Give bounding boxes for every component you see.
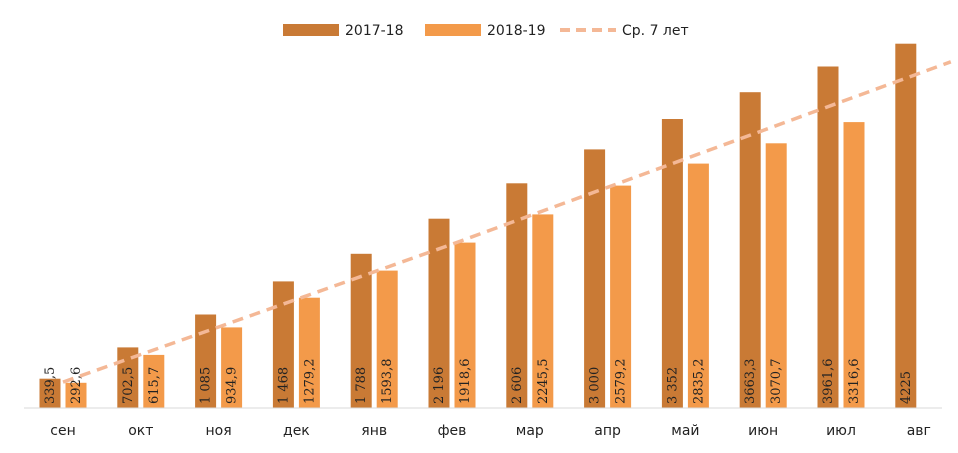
x-tick-label-10: июн: [748, 423, 778, 439]
legend-label-trend: Ср. 7 лет: [622, 23, 689, 39]
x-tick-label-11: июл: [826, 423, 856, 439]
bar-2-8: [610, 185, 632, 408]
bar-2-9: [687, 163, 709, 408]
bar-1-1: [39, 378, 61, 408]
bar-2-5: [376, 270, 398, 408]
x-tick-label-12: авг: [907, 423, 931, 439]
data-label-1-4: 1 468: [276, 367, 291, 404]
data-label-1-7: 2 606: [510, 367, 525, 404]
data-label-1-6: 2 196: [432, 367, 447, 404]
data-label-2-4: 1279,2: [302, 359, 317, 405]
bar-1-3: [195, 314, 217, 408]
legend-label-series-1: 2017-18: [345, 23, 404, 39]
data-label-1-10: 3663,3: [743, 359, 758, 405]
data-label-2-7: 2245,5: [536, 359, 551, 405]
data-label-1-3: 1 085: [199, 367, 214, 404]
bar-1-5: [350, 253, 372, 408]
data-label-2-9: 2835,2: [691, 359, 706, 405]
bar-1-6: [428, 218, 450, 408]
data-label-1-11: 3961,6: [821, 359, 836, 405]
bar-2-7: [532, 214, 554, 408]
bar-2-6: [454, 242, 476, 408]
x-tick-label-3: ноя: [206, 423, 232, 439]
data-label-2-6: 1918,6: [458, 359, 473, 405]
data-label-1-5: 1 788: [354, 367, 369, 404]
bar-1-12: [895, 43, 917, 408]
bar-1-11: [817, 66, 839, 408]
data-label-2-5: 1593,8: [380, 359, 395, 405]
bar-2-10: [765, 143, 787, 409]
legend-swatch-series-2: [425, 24, 481, 36]
data-label-1-2: 702,5: [121, 367, 136, 404]
data-label-2-2: 615,7: [147, 367, 162, 404]
bar-2-11: [843, 122, 865, 408]
data-label-2-11: 3316,6: [847, 359, 862, 405]
x-tick-label-7: мар: [516, 423, 544, 439]
bar-2-2: [143, 354, 165, 408]
data-label-2-1: 292,6: [69, 367, 84, 404]
bar-2-1: [65, 382, 87, 408]
bar-1-4: [272, 281, 294, 408]
data-label-1-12: 4225: [899, 371, 914, 404]
bar-1-10: [739, 92, 761, 408]
trend-layer: [62, 60, 952, 384]
bar-2-3: [221, 327, 243, 408]
data-label-2-3: 934,9: [225, 367, 240, 404]
data-label-1-9: 3 352: [665, 367, 680, 404]
data-label-1-8: 3 000: [588, 367, 603, 404]
legend: 2017-18 2018-19 Ср. 7 лет: [283, 23, 689, 39]
bar-1-7: [506, 183, 528, 408]
data-label-1-1: 339,5: [43, 367, 58, 404]
x-tick-label-2: окт: [128, 423, 153, 439]
bar-2-4: [298, 297, 320, 408]
x-tick-label-5: янв: [361, 423, 387, 439]
bar-1-8: [584, 149, 606, 408]
x-tick-label-9: май: [671, 423, 699, 439]
bars-layer: [39, 43, 917, 409]
data-label-2-10: 3070,7: [769, 359, 784, 405]
x-tick-label-6: фев: [438, 423, 467, 439]
bar-1-9: [661, 119, 683, 408]
x-tick-label-8: апр: [594, 423, 621, 439]
trend-line: [62, 60, 952, 384]
legend-label-series-2: 2018-19: [487, 23, 546, 39]
data-label-2-8: 2579,2: [614, 359, 629, 405]
x-tick-label-4: дек: [283, 423, 310, 439]
x-axis-ticks: сен окт ноя дек янв фев мар апр май июн июл авг: [50, 423, 931, 439]
x-tick-label-1: сен: [50, 423, 75, 439]
bar-labels-layer: 339,5 292,6 702,5 615,7 1 085 934,9 1 468 1279,…: [43, 359, 914, 405]
legend-swatch-series-1: [283, 24, 339, 36]
